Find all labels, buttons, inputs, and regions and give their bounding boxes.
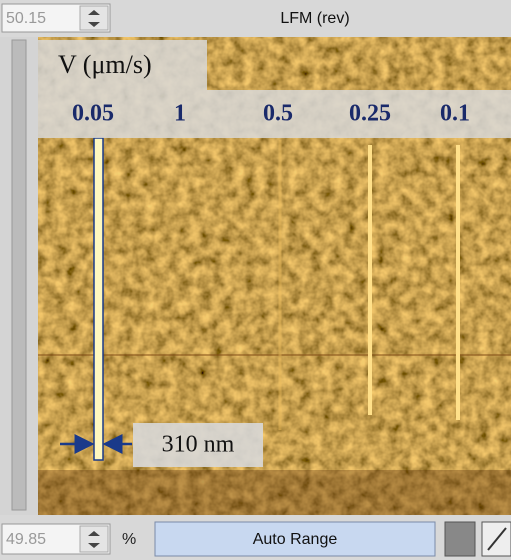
spin-value: 49.85 <box>6 531 46 548</box>
speed-label: 1 <box>174 101 186 127</box>
color-scale <box>12 40 26 510</box>
speed-label: 0.5 <box>263 101 293 127</box>
speed-label: 0.25 <box>349 101 391 127</box>
unit: % <box>122 531 136 548</box>
axis-label: V (μm/s) <box>58 50 152 79</box>
spin-buttons[interactable] <box>80 526 108 552</box>
scale-label: 310 nm <box>162 432 235 458</box>
scratch-line-marked <box>94 138 103 460</box>
afm-window: 50.15 LFM (rev) V (μm/s) 0.05 1 0.5 0.25… <box>0 0 511 560</box>
grid-button[interactable] <box>445 522 475 556</box>
image-shade <box>38 470 511 515</box>
speed-label: 0.1 <box>440 101 470 127</box>
spin-value: 50.15 <box>6 10 46 27</box>
speed-label: 0.05 <box>72 101 114 127</box>
button-label: Auto Range <box>253 531 338 548</box>
window-title: LFM (rev) <box>280 10 349 27</box>
